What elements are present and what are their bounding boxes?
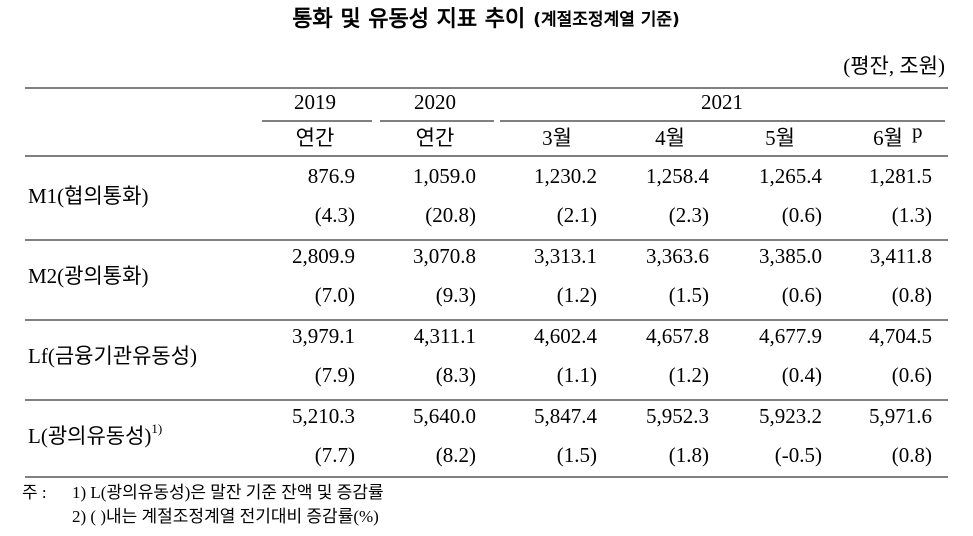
cell-change: (7.0)	[315, 283, 355, 307]
cell-change: (0.6)	[782, 283, 822, 307]
cell-change: (0.6)	[782, 203, 822, 227]
title-line: 통화 및 유동성 지표 추이 (계절조정계열 기준)	[292, 7, 680, 32]
cell-value: 1,258.4	[646, 164, 710, 188]
cell-value: 2,809.9	[292, 244, 355, 268]
row-label-text: M1(협의통화)	[28, 184, 148, 208]
cell-value: 5,971.6	[869, 404, 932, 428]
cell-value: 1,265.4	[759, 164, 823, 188]
year-header: 2021	[701, 90, 743, 114]
period-header: 4월	[655, 126, 685, 150]
cell-change: (1.3)	[892, 203, 932, 227]
cell-change: (7.7)	[315, 443, 355, 467]
cell-change: (1.2)	[557, 283, 597, 307]
cell-value: 3,411.8	[870, 244, 932, 268]
period-header: 6월	[873, 126, 903, 150]
cell-change: (1.8)	[669, 443, 709, 467]
note-prefix: 주 :	[22, 483, 47, 502]
cell-value: 5,640.0	[413, 404, 476, 428]
cell-value: 5,952.3	[646, 404, 709, 428]
cell-value: 4,602.4	[534, 324, 598, 348]
cell-change: (1.2)	[669, 363, 709, 387]
subtitle: (계절조정계열 기준)	[533, 9, 680, 30]
cell-change: (2.1)	[557, 203, 597, 227]
cell-value: 5,847.4	[534, 404, 598, 428]
cell-value: 4,677.9	[759, 324, 822, 348]
cell-value: 5,923.2	[759, 404, 822, 428]
row-label-text: L(광의유동성)	[28, 424, 151, 448]
year-header: 2020	[414, 90, 456, 114]
cell-value: 3,313.1	[534, 244, 597, 268]
cell-change: (4.3)	[315, 203, 355, 227]
cell-change: (0.4)	[782, 363, 822, 387]
period-note: p	[912, 119, 923, 143]
cell-value: 4,704.5	[869, 324, 932, 348]
row-label-text: M2(광의통화)	[28, 264, 148, 288]
cell-change: (0.8)	[892, 443, 932, 467]
cell-value: 876.9	[308, 164, 355, 188]
cell-change: (1.1)	[557, 363, 597, 387]
row-label: M2(광의통화)	[28, 264, 148, 288]
cell-value: 4,657.8	[646, 324, 709, 348]
row-label: M1(협의통화)	[28, 184, 148, 208]
cell-change: (-0.5)	[775, 443, 822, 467]
cell-value: 3,385.0	[759, 244, 822, 268]
row-label-text: Lf(금융기관유동성)	[28, 344, 197, 368]
cell-value: 1,059.0	[413, 164, 476, 188]
cell-change: (2.3)	[669, 203, 709, 227]
cell-value: 3,363.6	[646, 244, 709, 268]
note: 2) ( )내는 계절조정계열 전기대비 증감률(%)	[72, 507, 379, 526]
period-header: 연간	[416, 126, 455, 150]
title: 통화 및 유동성 지표 추이	[292, 7, 525, 32]
note: 1) L(광의유동성)은 말잔 기준 잔액 및 증감률	[72, 483, 384, 502]
row-label-note: 1)	[151, 421, 162, 436]
unit: (평잔, 조원)	[843, 54, 945, 78]
cell-value: 1,230.2	[534, 164, 597, 188]
cell-change: (1.5)	[557, 443, 597, 467]
year-header: 2019	[294, 90, 336, 114]
cell-change: (0.8)	[892, 283, 932, 307]
period-header: 연간	[296, 126, 335, 150]
row-label: L(광의유동성)1)	[28, 421, 162, 448]
cell-value: 5,210.3	[292, 404, 355, 428]
cell-value: 3,070.8	[413, 244, 476, 268]
cell-value: 4,311.1	[414, 324, 476, 348]
cell-change: (0.6)	[892, 363, 932, 387]
cell-change: (7.9)	[315, 363, 355, 387]
cell-change: (9.3)	[436, 283, 476, 307]
period-header: 3월	[542, 126, 572, 150]
cell-change: (1.5)	[669, 283, 709, 307]
period-header: 5월	[765, 126, 795, 150]
cell-value: 1,281.5	[869, 164, 932, 188]
cell-change: (20.8)	[425, 203, 476, 227]
cell-value: 3,979.1	[292, 324, 355, 348]
cell-change: (8.2)	[436, 443, 476, 467]
cell-change: (8.3)	[436, 363, 476, 387]
row-label: Lf(금융기관유동성)	[28, 344, 197, 368]
